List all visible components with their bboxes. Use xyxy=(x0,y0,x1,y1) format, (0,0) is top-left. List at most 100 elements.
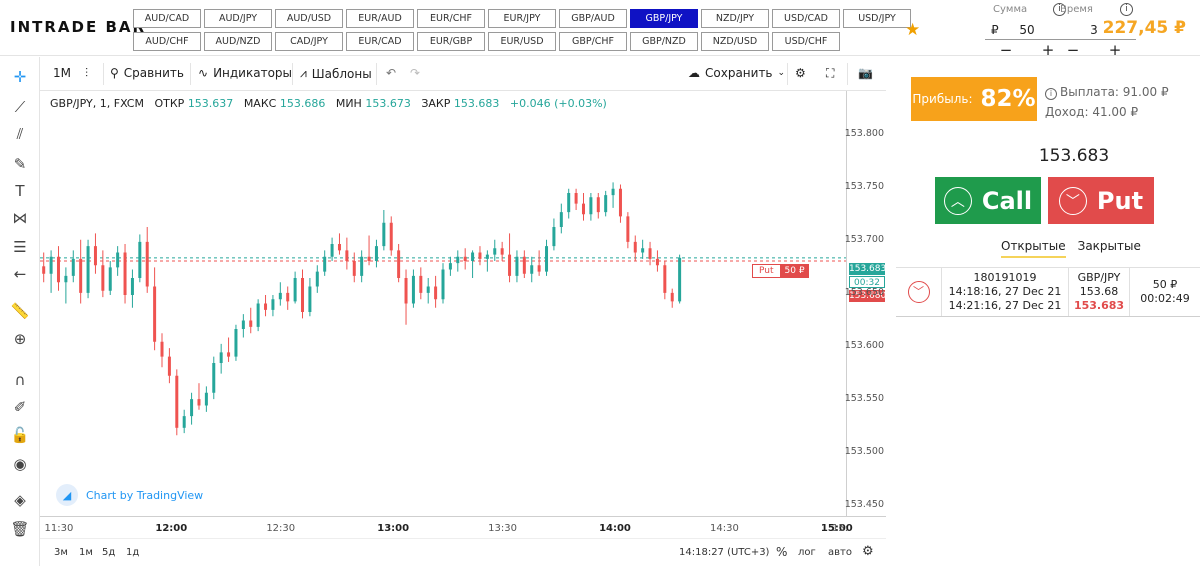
indicators-button[interactable]: ∿ Индикаторы xyxy=(198,66,292,80)
trash-icon[interactable]: 🗑 xyxy=(10,520,30,538)
pair-button[interactable]: EUR/JPY xyxy=(488,9,556,28)
range-5d-button[interactable]: 5д xyxy=(102,547,116,558)
amount-plus-button[interactable]: + xyxy=(1041,41,1055,59)
pair-button[interactable]: NZD/USD xyxy=(701,32,769,51)
candle-body xyxy=(581,203,585,215)
pair-button[interactable]: EUR/AUD xyxy=(346,9,414,28)
camera-icon[interactable]: 📷 xyxy=(858,66,873,80)
info-icon[interactable]: i xyxy=(1120,3,1133,16)
pair-button[interactable]: GBP/JPY xyxy=(630,9,698,28)
amount-input[interactable]: 50 xyxy=(985,20,1069,40)
templates-button[interactable]: ⩘ Шаблоны xyxy=(300,66,372,81)
profit-value: 82% xyxy=(980,86,1036,112)
pair-button[interactable]: GBP/NZD xyxy=(630,32,698,51)
range-3m-button[interactable]: 3м xyxy=(54,547,68,558)
pair-button[interactable]: GBP/AUD xyxy=(559,9,627,28)
pair-button[interactable]: AUD/NZD xyxy=(204,32,272,51)
call-button[interactable]: ︿ Call xyxy=(935,177,1041,224)
pair-button[interactable]: EUR/CHF xyxy=(417,9,485,28)
pair-button[interactable]: AUD/CHF xyxy=(133,32,201,51)
time-axis-label: 12:30 xyxy=(266,523,296,534)
compare-button[interactable]: ⚲ Сравнить xyxy=(110,66,184,80)
text-tool-icon[interactable]: T xyxy=(15,182,25,200)
top-bar: INTRADE BAR AUD/CAD AUD/JPY AUD/USD EUR/AUD… xyxy=(0,0,1200,59)
pair-button[interactable]: USD/CAD xyxy=(772,9,840,28)
crosshair-icon[interactable]: ✛ xyxy=(13,68,27,86)
settings-gear-icon[interactable]: ⚙ xyxy=(862,544,874,559)
pair-button[interactable]: CAD/JPY xyxy=(275,32,343,51)
time-axis[interactable]: 11:30 12:00 12:30 13:00 13:30 14:00 14:30 15:00… xyxy=(40,516,886,538)
fullscreen-icon[interactable]: ⛶ xyxy=(826,66,835,80)
brand-logo[interactable]: INTRADE BAR xyxy=(10,18,147,36)
arrow-left-icon[interactable]: ← xyxy=(13,265,27,283)
price-axis[interactable]: 153.683 00:32 153.680 153.800 153.750 153.… xyxy=(844,91,887,516)
put-button[interactable]: ﹀ Put xyxy=(1048,177,1154,224)
magnet-icon[interactable]: ∩ xyxy=(14,371,26,389)
pair-button[interactable]: AUD/JPY xyxy=(204,9,272,28)
pair-button[interactable]: USD/JPY xyxy=(843,9,911,28)
candle-body xyxy=(463,256,467,261)
range-1d-button[interactable]: 1д xyxy=(126,547,140,558)
tab-closed[interactable]: Закрытые xyxy=(1077,239,1141,253)
auto-scale-button[interactable]: авто xyxy=(828,547,852,558)
time-input[interactable]: 3 xyxy=(1052,20,1136,40)
lock-icon[interactable]: 🔓 xyxy=(10,426,30,444)
percent-scale-button[interactable]: % xyxy=(776,545,788,559)
amount-minus-button[interactable]: − xyxy=(999,41,1013,59)
brush-icon[interactable]: ✎ xyxy=(13,155,27,173)
candles-icon[interactable]: ⫶ xyxy=(85,66,89,80)
candle-body xyxy=(330,244,334,257)
candle-body xyxy=(278,292,282,300)
time-minus-button[interactable]: − xyxy=(1066,41,1080,59)
eye-icon[interactable]: ◉ xyxy=(13,455,27,473)
chart-clock[interactable]: 14:18:27 (UTC+3) xyxy=(679,547,770,558)
open-trade-row[interactable]: ﹀ 180191019 14:18:16, 27 Dec 21 14:21:16… xyxy=(896,267,1200,317)
candle-body xyxy=(441,269,445,300)
trend-line-icon[interactable]: ⟋ xyxy=(14,98,26,116)
put-marker[interactable]: Put 50 ₽ xyxy=(752,264,809,278)
pair-button[interactable]: EUR/CAD xyxy=(346,32,414,51)
pattern-icon[interactable]: ⋈ xyxy=(12,209,28,227)
pair-button[interactable]: GBP/CHF xyxy=(559,32,627,51)
trade-pair: GBP/JPY xyxy=(1077,271,1121,284)
chart-toolbar: 1M ⫶ ⚲ Сравнить ∿ Индикаторы ⩘ Шаблоны ↶ ↷ … xyxy=(40,57,886,91)
tab-open[interactable]: Открытые xyxy=(1001,239,1066,258)
layers-icon[interactable]: ◈ xyxy=(14,491,26,509)
redo-icon[interactable]: ↷ xyxy=(410,66,421,80)
settings-gear-icon[interactable]: ⚙ xyxy=(795,66,806,80)
pair-button[interactable]: EUR/GBP xyxy=(417,32,485,51)
undo-icon[interactable]: ↶ xyxy=(386,66,397,80)
candle-body xyxy=(71,258,75,276)
interval-button[interactable]: 1M xyxy=(53,66,71,80)
info-icon[interactable]: i xyxy=(1053,3,1066,16)
prediction-icon[interactable]: ☰ xyxy=(13,238,27,256)
trade-info-cell: 180191019 14:18:16, 27 Dec 21 14:21:16, … xyxy=(942,268,1069,316)
candle-body xyxy=(234,329,238,357)
price-axis-label: 153.600 xyxy=(844,340,884,351)
zoom-in-icon[interactable]: ⊕ xyxy=(13,330,27,348)
tradingview-credit[interactable]: ◢ Chart by TradingView xyxy=(56,484,203,506)
pair-button[interactable]: AUD/USD xyxy=(275,9,343,28)
range-1m-button[interactable]: 1м xyxy=(79,547,93,558)
pair-button[interactable]: USD/CHF xyxy=(772,32,840,51)
log-scale-button[interactable]: лог xyxy=(798,547,816,558)
save-button[interactable]: ☁ Сохранить ⌄ xyxy=(688,66,785,80)
candle-body xyxy=(434,286,438,300)
current-price-tag: 153.683 xyxy=(849,263,887,275)
lock-drawing-icon[interactable]: ✐ xyxy=(13,398,27,416)
candle-body xyxy=(456,256,460,264)
pair-button[interactable]: EUR/USD xyxy=(488,32,556,51)
pair-button[interactable]: AUD/CAD xyxy=(133,9,201,28)
favorite-star-icon[interactable]: ★ xyxy=(905,20,921,40)
candle-body xyxy=(655,258,659,266)
price-chart[interactable]: GBP/JPY, 1, FXCM ОТКР 153.637 МАКС 153.6… xyxy=(40,91,846,516)
candle-body xyxy=(545,246,549,272)
info-icon[interactable]: i xyxy=(1045,88,1057,100)
pair-button[interactable]: NZD/JPY xyxy=(701,9,769,28)
candle-body xyxy=(389,222,393,251)
indicators-icon: ∿ xyxy=(198,66,209,80)
pitchfork-icon[interactable]: ⫽ xyxy=(16,125,24,143)
ruler-icon[interactable]: 📏 xyxy=(10,302,30,320)
candle-body xyxy=(293,278,297,302)
time-plus-button[interactable]: + xyxy=(1108,41,1122,59)
